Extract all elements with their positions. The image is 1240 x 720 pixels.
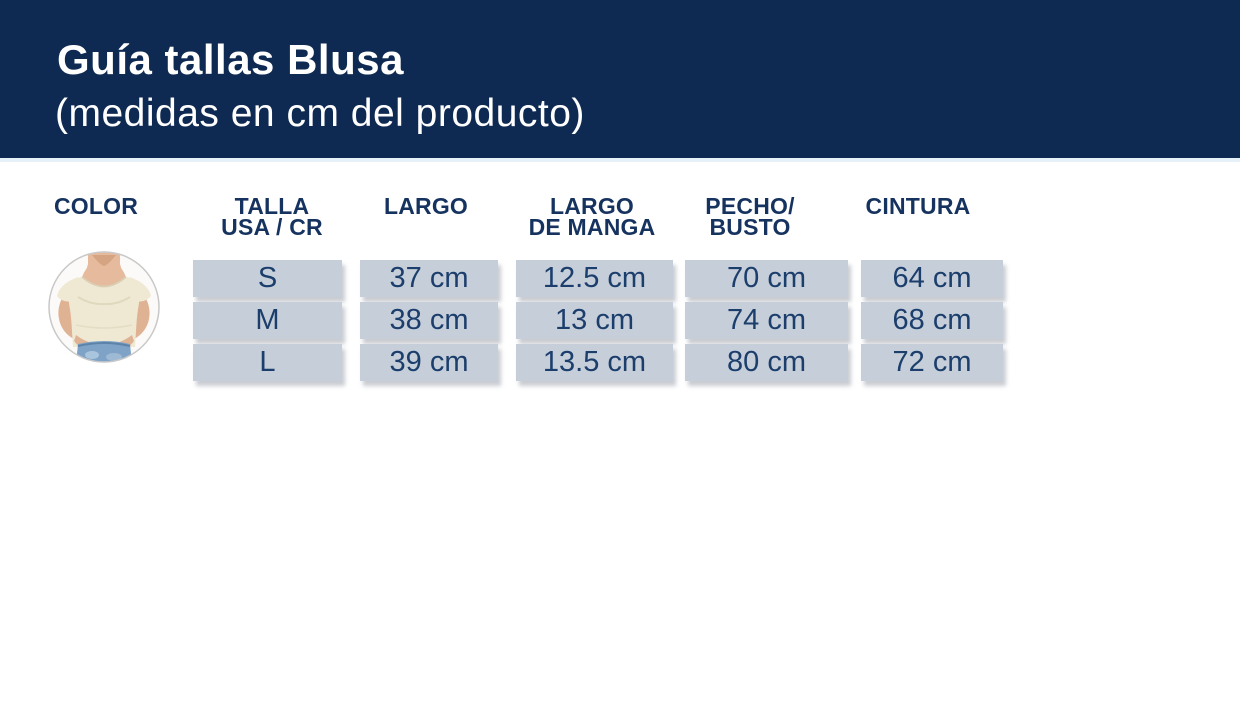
page-title: Guía tallas Blusa [57,36,404,83]
cell-cintura-row1: 64 cm [861,260,1003,297]
column-header-talla: TALLA USA / CR [221,193,323,240]
cell-talla-row3: L [193,344,342,381]
cell-largo-row2: 38 cm [360,302,498,339]
cell-largo-manga-row3: 13.5 cm [516,344,673,381]
cell-cintura-row3: 72 cm [861,344,1003,381]
column-header-line1: PECHO/ [705,193,795,219]
column-header-largo: LARGO [383,193,469,219]
column-header-line1: COLOR [53,193,139,219]
column-header-line1: CINTURA [865,193,971,219]
column-header-line1: TALLA [234,193,310,219]
product-photo-icon [48,251,160,363]
column-header-cintura: CINTURA [865,193,971,219]
cell-pecho-busto-row1: 70 cm [685,260,848,297]
cell-pecho-busto-row3: 80 cm [685,344,848,381]
cell-talla-row2: M [193,302,342,339]
cell-largo-manga-row1: 12.5 cm [516,260,673,297]
column-header-pecho-busto: PECHO/ BUSTO [705,193,795,240]
page-subtitle: (medidas en cm del producto) [55,92,585,135]
cell-talla-row1: S [193,260,342,297]
header-band-bottom-strip [0,158,1240,162]
cell-largo-row3: 39 cm [360,344,498,381]
header-band [0,0,1240,158]
cell-largo-row1: 37 cm [360,260,498,297]
column-header-color: COLOR [53,193,139,219]
column-header-line2: BUSTO [709,214,791,240]
column-header-line1: LARGO [549,193,635,219]
column-header-line2: USA / CR [221,214,323,240]
column-header-line2: DE MANGA [528,214,656,240]
column-header-line1: LARGO [383,193,469,219]
column-header-largo-de-manga: LARGO DE MANGA [528,193,656,240]
cell-cintura-row2: 68 cm [861,302,1003,339]
cell-largo-manga-row2: 13 cm [516,302,673,339]
cell-pecho-busto-row2: 74 cm [685,302,848,339]
